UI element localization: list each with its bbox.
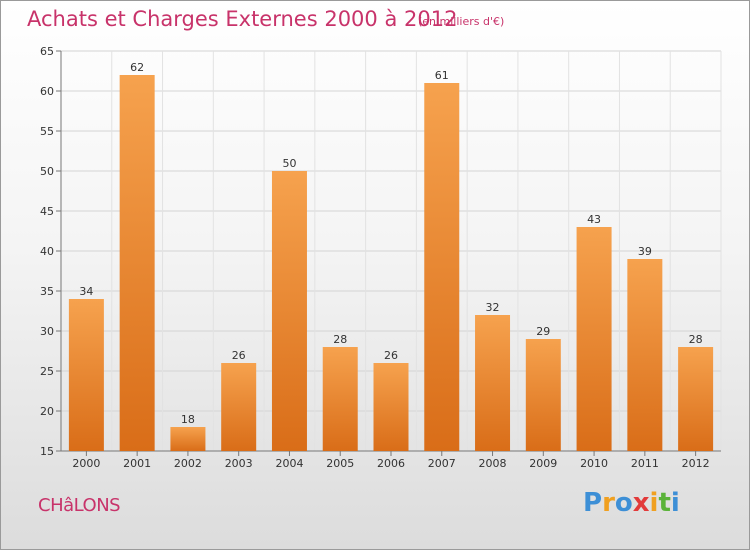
- data-label: 18: [181, 413, 195, 426]
- bar-2002: [170, 427, 206, 451]
- y-tick-label: 40: [40, 245, 54, 258]
- logo-letter: i: [649, 488, 659, 518]
- data-label: 43: [587, 213, 601, 226]
- x-tick-label: 2000: [72, 457, 100, 470]
- data-label: 34: [79, 285, 93, 298]
- bar-2007: [424, 83, 460, 451]
- x-tick-label: 2001: [123, 457, 151, 470]
- chart-title: Achats et Charges Externes 2000 à 2012: [27, 7, 458, 31]
- x-tick-label: 2003: [225, 457, 253, 470]
- x-tick-label: 2008: [479, 457, 507, 470]
- bar-2000: [68, 299, 104, 451]
- y-tick-label: 15: [40, 445, 54, 458]
- proxiti-logo: Proxiti: [583, 488, 680, 518]
- bar-2008: [475, 315, 511, 451]
- y-tick-label: 65: [40, 45, 54, 58]
- bar-2011: [627, 259, 663, 451]
- y-tick-label: 25: [40, 365, 54, 378]
- logo-letter: t: [658, 488, 671, 518]
- x-tick-label: 2002: [174, 457, 202, 470]
- logo-letter: P: [583, 488, 603, 518]
- data-label: 50: [282, 157, 296, 170]
- city-name: CHâLONS: [38, 495, 121, 516]
- x-tick-label: 2006: [377, 457, 405, 470]
- y-tick-label: 30: [40, 325, 54, 338]
- x-tick-label: 2005: [326, 457, 354, 470]
- bar-2005: [322, 347, 358, 451]
- data-labels: 34 62 18 26 50 28 26 61 32 29 43 39 28: [79, 61, 702, 426]
- logo-letter: i: [670, 488, 680, 518]
- bar-2003: [221, 363, 257, 451]
- data-label: 61: [435, 69, 449, 82]
- logo-letter: o: [614, 488, 633, 518]
- data-label: 28: [333, 333, 347, 346]
- y-tick-label: 55: [40, 125, 54, 138]
- y-tick-label: 20: [40, 405, 54, 418]
- y-tick-label: 60: [40, 85, 54, 98]
- data-label: 28: [689, 333, 703, 346]
- bar-2010: [576, 227, 612, 451]
- y-tick-label: 45: [40, 205, 54, 218]
- x-tick-label: 2010: [580, 457, 608, 470]
- bars: [68, 75, 714, 451]
- x-tick-label: 2007: [428, 457, 456, 470]
- x-tick-label: 2004: [275, 457, 303, 470]
- x-tick-label: 2011: [631, 457, 659, 470]
- data-label: 26: [384, 349, 398, 362]
- logo-letter: r: [602, 488, 615, 518]
- bar-2006: [373, 363, 409, 451]
- data-label: 62: [130, 61, 144, 74]
- y-tick-label: 35: [40, 285, 54, 298]
- bar-2009: [525, 339, 561, 451]
- bar-2012: [678, 347, 714, 451]
- data-label: 39: [638, 245, 652, 258]
- chart-subtitle: (en milliers d'€): [418, 15, 505, 28]
- data-label: 26: [232, 349, 246, 362]
- x-tick-label: 2012: [682, 457, 710, 470]
- y-tick-label: 50: [40, 165, 54, 178]
- logo-letter: x: [632, 488, 650, 518]
- data-label: 29: [536, 325, 550, 338]
- x-tick-label: 2009: [529, 457, 557, 470]
- data-label: 32: [486, 301, 500, 314]
- bar-2004: [271, 171, 307, 451]
- bar-2001: [119, 75, 155, 451]
